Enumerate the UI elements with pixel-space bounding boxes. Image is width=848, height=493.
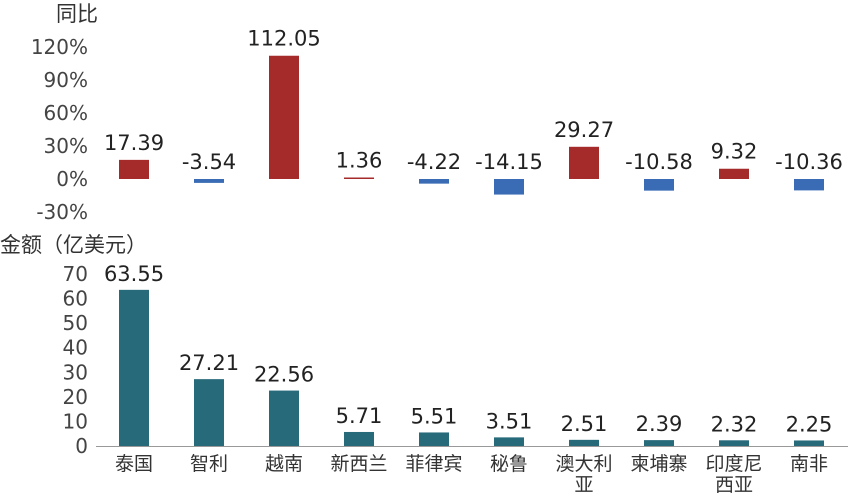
yoy-value-label: -10.58 <box>625 150 693 174</box>
yoy-bar <box>269 55 299 180</box>
x-category-label: 智利 <box>190 453 228 475</box>
yoy-bar <box>719 168 749 179</box>
yoy-value-label: 112.05 <box>247 27 320 51</box>
yoy-ytick-label: -30% <box>36 200 88 224</box>
amount-bar <box>569 439 599 446</box>
x-category-label: 越南 <box>265 453 303 475</box>
amount-ytick-label: 0 <box>75 434 88 458</box>
yoy-ytick-label: 90% <box>44 68 88 92</box>
yoy-value-label: 17.39 <box>104 131 164 155</box>
x-category-line: 印度尼 <box>705 453 762 475</box>
amount-value-label: 63.55 <box>104 262 164 286</box>
amount-bar <box>119 289 149 446</box>
yoy-ytick-label: 30% <box>44 134 88 158</box>
x-category-line: 越南 <box>265 453 303 475</box>
x-category-label: 新西兰 <box>330 453 387 475</box>
yoy-bar <box>494 179 524 195</box>
x-category-line: 菲律宾 <box>405 453 462 475</box>
amount-ytick-label: 30 <box>63 360 88 384</box>
amount-ytick-label: 50 <box>63 311 88 335</box>
amount-value-label: 22.56 <box>254 363 314 387</box>
yoy-ytick-label: 60% <box>44 101 88 125</box>
x-category-label: 秘鲁 <box>490 453 528 475</box>
yoy-value-label: -4.22 <box>407 150 461 174</box>
amount-bar <box>269 390 299 446</box>
amount-bar <box>644 440 674 446</box>
amount-bar <box>344 431 374 446</box>
x-category-line: 智利 <box>190 453 228 475</box>
amount-title: 金额（亿美元） <box>0 233 147 257</box>
amount-bar <box>194 379 224 446</box>
x-category-label: 印度尼西亚 <box>705 453 762 493</box>
x-category-label: 菲律宾 <box>405 453 462 475</box>
yoy-value-label: -10.36 <box>775 150 843 174</box>
yoy-value-label: 29.27 <box>554 118 614 142</box>
x-category-line: 柬埔寨 <box>630 453 687 475</box>
yoy-bar <box>644 179 674 191</box>
amount-value-label: 5.71 <box>336 404 383 428</box>
yoy-bar <box>344 177 374 180</box>
x-category-label: 柬埔寨 <box>630 453 687 475</box>
amount-value-label: 2.32 <box>711 412 758 436</box>
yoy-value-label: -3.54 <box>182 150 236 174</box>
yoy-ytick-label: 0% <box>56 167 88 191</box>
amount-value-label: 3.51 <box>486 409 533 433</box>
amount-bar <box>494 437 524 446</box>
x-category-line: 南非 <box>790 453 828 475</box>
x-category-label: 泰国 <box>115 453 153 475</box>
yoy-panel: 同比 120% 90% 60% 30% 0% -30% 17.39 -3.54 112.05 1.3… <box>31 2 843 224</box>
x-category-line: 澳大利 <box>555 453 612 475</box>
amount-ytick-label: 40 <box>63 336 88 360</box>
amount-value-label: 27.21 <box>179 351 239 375</box>
yoy-value-label: -14.15 <box>475 150 543 174</box>
x-category-line: 泰国 <box>115 453 153 475</box>
yoy-bar <box>794 179 824 191</box>
amount-bar <box>719 440 749 446</box>
amount-bar <box>794 440 824 446</box>
x-category-label: 南非 <box>790 453 828 475</box>
yoy-value-label: 1.36 <box>336 149 383 173</box>
amount-value-label: 2.51 <box>561 412 608 436</box>
yoy-bar <box>419 179 449 184</box>
yoy-bar <box>569 146 599 179</box>
amount-ytick-label: 10 <box>63 409 88 433</box>
x-category-label: 澳大利亚 <box>555 453 612 493</box>
x-category-line: 新西兰 <box>330 453 387 475</box>
yoy-bar <box>194 179 224 183</box>
amount-value-label: 5.51 <box>411 404 458 428</box>
amount-value-label: 2.25 <box>786 412 833 436</box>
yoy-ytick-label: 120% <box>31 35 88 59</box>
amount-value-label: 2.39 <box>636 412 683 436</box>
x-category-line: 西亚 <box>715 474 753 493</box>
amount-ytick-label: 70 <box>63 262 88 286</box>
yoy-value-label: 9.32 <box>711 140 758 164</box>
yoy-title: 同比 <box>56 2 98 26</box>
yoy-bar <box>119 159 149 179</box>
amount-bar <box>419 432 449 446</box>
x-category-line: 秘鲁 <box>490 453 528 475</box>
x-category-line: 亚 <box>574 474 593 493</box>
amount-ytick-label: 60 <box>63 287 88 311</box>
amount-ytick-label: 20 <box>63 385 88 409</box>
